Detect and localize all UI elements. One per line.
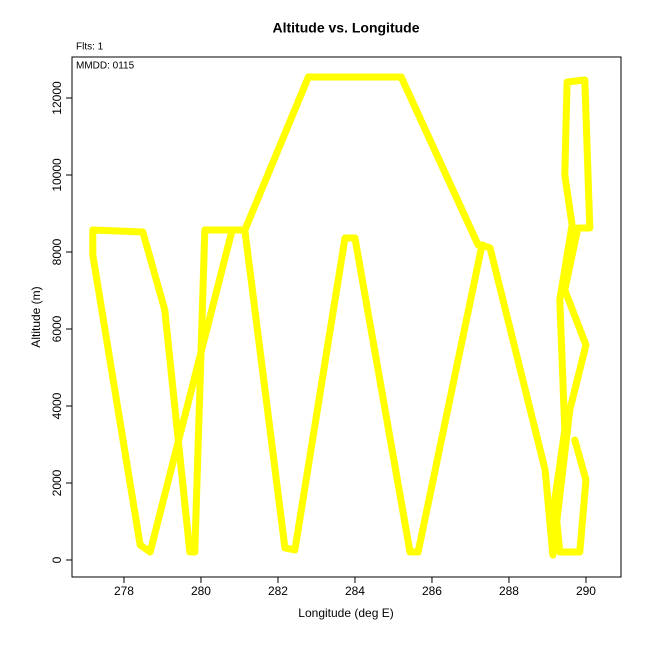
annotation: MMDD: 0115 <box>76 61 135 72</box>
x-tick-label: 288 <box>499 584 519 598</box>
y-tick-label: 6000 <box>50 315 64 342</box>
plot-frame <box>71 56 622 578</box>
x-tick-label: 280 <box>191 584 211 598</box>
x-axis-label: Longitude (deg E) <box>298 606 393 620</box>
y-tick-label: 0 <box>50 556 64 563</box>
y-tick-label: 2000 <box>50 469 64 496</box>
y-tick-label: 8000 <box>50 238 64 265</box>
x-tick-label: 290 <box>576 584 596 598</box>
x-tick-label: 282 <box>268 584 288 598</box>
chart-title: Altitude vs. Longitude <box>273 20 420 36</box>
y-tick-label: 10000 <box>50 158 64 192</box>
x-tick-label: 286 <box>422 584 442 598</box>
x-tick-label: 278 <box>114 584 134 598</box>
annotation: Flts: 1 <box>76 42 104 53</box>
y-axis-label: Altitude (m) <box>29 286 43 347</box>
y-tick-label: 12000 <box>50 81 64 115</box>
y-tick-label: 4000 <box>50 392 64 419</box>
x-tick-label: 284 <box>345 584 365 598</box>
flight-track <box>89 73 594 559</box>
